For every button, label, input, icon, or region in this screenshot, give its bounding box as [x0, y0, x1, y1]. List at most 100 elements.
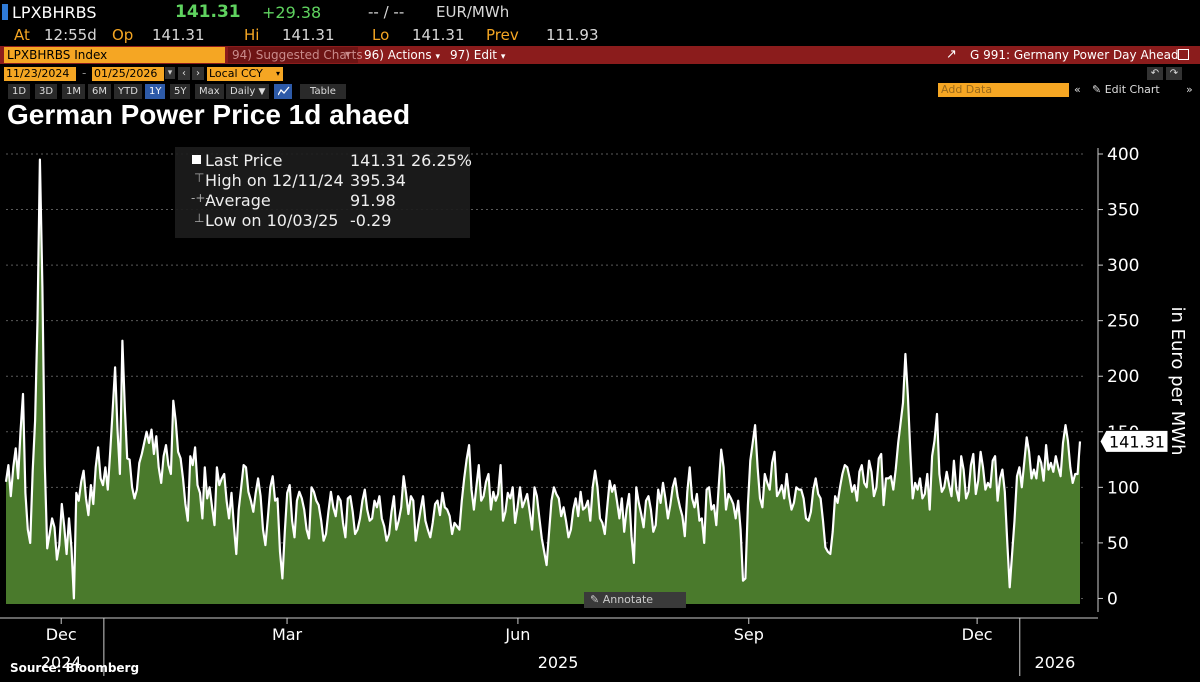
period-1d[interactable]: 1D — [8, 84, 31, 99]
period-max[interactable]: Max — [195, 84, 224, 99]
open-label: Op — [112, 26, 134, 44]
menu-bar: LPXBHRBS Index 94) Suggested Charts ▾ 96… — [0, 46, 1200, 64]
x-tick-label-1: Mar — [272, 625, 303, 644]
quote-bar: At 12:55d Op 141.31 Hi 141.31 Lo 141.31 … — [0, 24, 1200, 46]
line-chart-icon — [277, 86, 290, 96]
frequency-arrow-icon: ▼ — [258, 87, 266, 97]
y-tick-label-300: 300 — [1107, 256, 1139, 276]
last-value-label: 141.31 — [1109, 432, 1165, 451]
legend-high-label: High on 12/11/24 — [205, 171, 344, 190]
x-tick-label-2: Jun — [504, 625, 530, 644]
legend-avg-marker: -+- — [191, 191, 210, 205]
legend-last-value: 141.31 — [350, 151, 406, 170]
annotate-label: Annotate — [602, 593, 654, 606]
frequency-dropdown[interactable]: Daily ▼ — [226, 84, 270, 99]
calendar-icon[interactable]: ▾ — [165, 67, 175, 79]
suggested-charts-arrow: ▾ — [345, 49, 351, 60]
at-label: At — [14, 26, 30, 44]
legend-last-marker — [192, 155, 201, 164]
related-function-link[interactable]: G 991: Germany Power Day Ahead — [970, 48, 1179, 62]
period-5y[interactable]: 5Y — [170, 84, 191, 99]
y-axis-title: in Euro per MWh — [1167, 306, 1188, 455]
currency-dropdown[interactable]: Local CCY ▾ — [207, 67, 283, 81]
legend-last-label: Last Price — [205, 151, 283, 170]
panel-square-icon[interactable] — [1178, 49, 1189, 60]
frequency-label: Daily — [230, 86, 256, 97]
suggested-charts-button[interactable]: 94) Suggested Charts — [228, 47, 363, 63]
collapse-icon[interactable]: « — [1074, 83, 1081, 96]
legend-avg-value: 91.98 — [350, 191, 396, 210]
y-tick-label-350: 350 — [1107, 201, 1139, 221]
source-note: Source: Bloomberg — [10, 661, 140, 675]
period-3d[interactable]: 3D — [35, 84, 58, 99]
period-bar: 1D 3D 1M 6M YTD 1Y 5Y Max Daily ▼ Table … — [0, 81, 1200, 101]
y-tick-label-0: 0 — [1107, 589, 1118, 609]
edit-menu[interactable]: 97) Edit ▾ — [450, 47, 505, 63]
legend-last-pct: 26.25% — [411, 151, 473, 170]
high-label: Hi — [244, 26, 260, 44]
prev-label: Prev — [486, 26, 519, 44]
x-year-label-2025: 2025 — [538, 653, 579, 672]
security-field[interactable]: LPXBHRBS Index — [4, 47, 225, 63]
currency-arrow-icon: ▾ — [275, 69, 280, 78]
external-link-icon[interactable]: ↗ — [946, 47, 957, 62]
ticker-symbol[interactable]: LPXBHRBS — [12, 3, 97, 22]
legend-high-value: 395.34 — [350, 171, 406, 190]
prev-value: 111.93 — [546, 26, 599, 44]
period-6m[interactable]: 6M — [88, 84, 111, 99]
ticker-marker — [2, 4, 8, 20]
open-value: 141.31 — [152, 26, 205, 44]
actions-label: 96) Actions — [364, 48, 432, 62]
add-data-input[interactable]: Add Data — [938, 83, 1069, 97]
y-tick-label-250: 250 — [1107, 312, 1139, 332]
unit-label: EUR/MWh — [436, 3, 510, 21]
legend-low-marker: ⊥ — [194, 211, 205, 225]
edit-label: 97) Edit — [450, 48, 498, 62]
chart-headline: German Power Price 1d ahaed — [7, 99, 411, 130]
y-tick-label-100: 100 — [1107, 478, 1139, 498]
x-tick-label-0: Dec — [46, 625, 77, 644]
legend-low-value: -0.29 — [350, 211, 392, 230]
edit-chart-button[interactable]: ✎ Edit Chart — [1092, 83, 1160, 96]
price-chart: 050100150200250300350400in Euro per MWhD… — [0, 145, 1188, 676]
legend-avg-label: Average — [205, 191, 271, 210]
start-date-field[interactable]: 11/23/2024 — [4, 67, 76, 81]
pencil-icon: ✎ — [1092, 83, 1102, 96]
net-change-value: +29.38 — [262, 3, 322, 22]
end-date-field[interactable]: 01/25/2026 — [92, 67, 164, 81]
annotate-button[interactable]: ✎ Annotate — [584, 592, 686, 608]
actions-menu[interactable]: 96) Actions ▾ — [364, 47, 440, 63]
quote-time: 12:55d — [44, 26, 97, 44]
legend-low-label: Low on 10/03/25 — [205, 211, 339, 230]
y-tick-label-50: 50 — [1107, 534, 1129, 554]
annotate-pencil-icon: ✎ — [590, 593, 600, 606]
edit-chart-label: Edit Chart — [1104, 83, 1160, 96]
period-1y[interactable]: 1Y — [145, 84, 166, 99]
axis-layer: 050100150200250300350400in Euro per MWhD… — [0, 145, 1188, 676]
next-period-button[interactable]: › — [192, 67, 204, 80]
y-tick-label-200: 200 — [1107, 367, 1139, 387]
legend-high-marker: ⊤ — [194, 171, 205, 185]
price-line — [4, 158, 1082, 600]
x-tick-label-3: Sep — [734, 625, 764, 644]
x-tick-label-4: Dec — [962, 625, 993, 644]
legend-box: Last Price 141.31 26.25% ⊤ High on 12/11… — [175, 147, 473, 238]
low-label: Lo — [372, 26, 390, 44]
previous-period-button[interactable]: ‹ — [178, 67, 190, 80]
actions-arrow-icon: ▾ — [435, 52, 440, 62]
low-value: 141.31 — [412, 26, 465, 44]
last-price-value: 141.31 — [175, 2, 241, 22]
currency-label: Local CCY — [209, 67, 263, 80]
date-separator: - — [82, 66, 87, 80]
ticker-bar: LPXBHRBS 141.31 +29.38 -- / -- EUR/MWh — [0, 0, 1200, 24]
more-options-icon[interactable]: » — [1186, 83, 1193, 96]
line-chart-toggle[interactable] — [274, 84, 292, 99]
undo-button[interactable]: ↶ — [1147, 67, 1163, 80]
table-button[interactable]: Table — [300, 84, 346, 99]
x-year-label-2026: 2026 — [1035, 653, 1076, 672]
edit-arrow-icon: ▾ — [500, 52, 506, 62]
period-ytd[interactable]: YTD — [114, 84, 142, 99]
period-1m[interactable]: 1M — [62, 84, 85, 99]
redo-button[interactable]: ↷ — [1166, 67, 1182, 80]
x-year-label-2024: 2024 — [41, 653, 82, 672]
